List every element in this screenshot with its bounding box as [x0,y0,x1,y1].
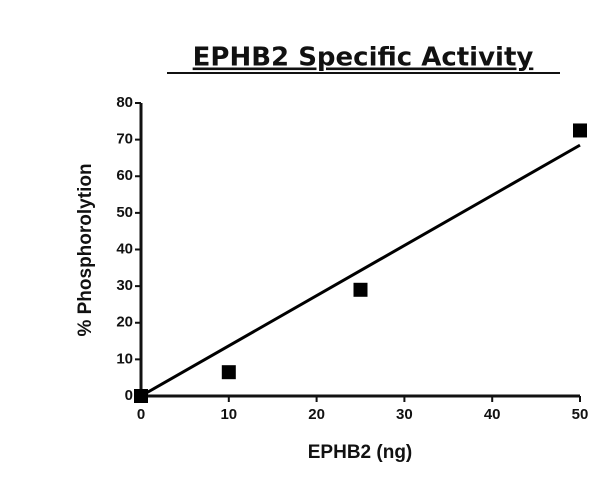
x-tick-label: 0 [137,406,145,423]
x-tick-label: 20 [308,406,325,423]
chart-title: EPHB2 Specific Activity [193,43,534,73]
y-tick-label: 30 [116,277,133,294]
y-tick-label: 50 [116,204,133,221]
x-tick-label: 50 [572,406,589,423]
data-point [353,282,368,297]
y-tick-label: 60 [116,167,133,184]
x-tick-label: 10 [220,406,237,423]
y-tick-label: 10 [116,350,133,367]
y-axis-label: % Phosphorolytion [75,163,96,336]
y-tick-label: 70 [116,131,133,148]
data-point [221,365,236,380]
y-tick-label: 0 [125,387,133,404]
x-axis-label: EPHB2 (ng) [308,442,413,463]
y-tick-label: 40 [116,240,133,257]
x-tick-label: 30 [396,406,413,423]
data-point [573,123,587,138]
data-point [134,389,148,403]
y-tick-label: 20 [116,314,133,331]
x-tick-label: 40 [484,406,501,423]
y-tick-label: 80 [116,94,133,111]
fit-line [140,143,581,398]
